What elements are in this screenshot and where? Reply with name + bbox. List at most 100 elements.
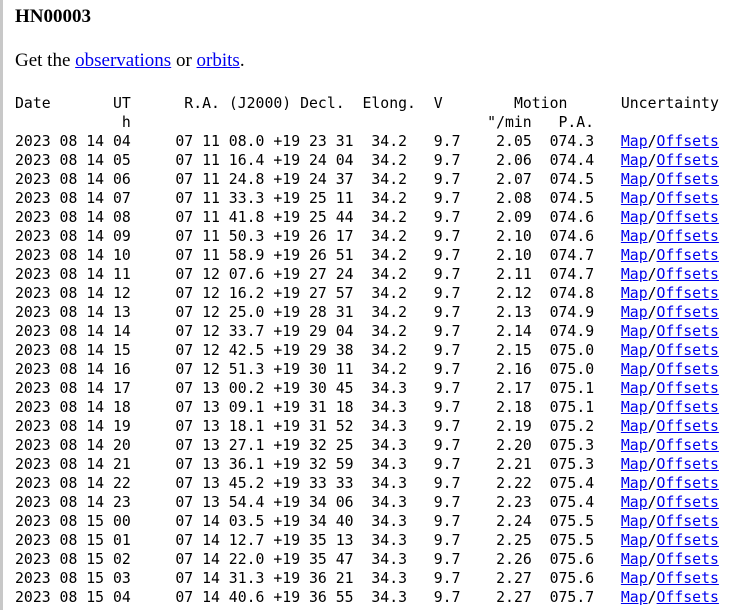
- map-link[interactable]: Map: [620, 551, 648, 568]
- ra: 07 12 42.5: [175, 342, 265, 359]
- link-separator: /: [647, 456, 657, 473]
- table-row: 2023 08 14 11 07 12 07.6 +19 27 24 34.2 …: [15, 265, 719, 284]
- map-link[interactable]: Map: [620, 342, 648, 359]
- date-ut: 2023 08 14 11: [15, 266, 131, 283]
- motion-rate: 2.11: [496, 266, 532, 283]
- magnitude-v: 9.7: [433, 589, 461, 606]
- decl: +19 32 59: [273, 456, 354, 473]
- map-link[interactable]: Map: [620, 361, 648, 378]
- map-link[interactable]: Map: [620, 133, 648, 150]
- offsets-link[interactable]: Offsets: [656, 285, 719, 302]
- map-link[interactable]: Map: [620, 304, 648, 321]
- table-row: 2023 08 14 04 07 11 08.0 +19 23 31 34.2 …: [15, 132, 719, 151]
- decl: +19 28 31: [273, 304, 354, 321]
- magnitude-v: 9.7: [433, 380, 461, 397]
- date-ut: 2023 08 15 00: [15, 513, 131, 530]
- offsets-link[interactable]: Offsets: [656, 551, 719, 568]
- motion-rate: 2.05: [496, 133, 532, 150]
- map-link[interactable]: Map: [620, 513, 648, 530]
- magnitude-v: 9.7: [433, 247, 461, 264]
- table-row: 2023 08 15 00 07 14 03.5 +19 34 40 34.3 …: [15, 512, 719, 531]
- ra: 07 11 24.8: [175, 171, 265, 188]
- link-separator: /: [647, 323, 657, 340]
- offsets-link[interactable]: Offsets: [656, 494, 719, 511]
- header-ut: UT: [113, 95, 131, 112]
- map-link[interactable]: Map: [620, 494, 648, 511]
- date-ut: 2023 08 14 10: [15, 247, 131, 264]
- offsets-link[interactable]: Offsets: [656, 380, 719, 397]
- offsets-link[interactable]: Offsets: [656, 418, 719, 435]
- map-link[interactable]: Map: [620, 209, 648, 226]
- motion-rate: 2.19: [496, 418, 532, 435]
- map-link[interactable]: Map: [620, 399, 648, 416]
- orbits-link[interactable]: orbits: [196, 50, 240, 71]
- scrollbar-edge: [0, 0, 3, 610]
- map-link[interactable]: Map: [620, 437, 648, 454]
- magnitude-v: 9.7: [433, 456, 461, 473]
- decl: +19 31 18: [273, 399, 354, 416]
- map-link[interactable]: Map: [620, 418, 648, 435]
- map-link[interactable]: Map: [620, 475, 648, 492]
- offsets-link[interactable]: Offsets: [656, 247, 719, 264]
- offsets-link[interactable]: Offsets: [656, 342, 719, 359]
- map-link[interactable]: Map: [620, 152, 648, 169]
- link-separator: /: [647, 228, 657, 245]
- ra: 07 13 27.1: [175, 437, 265, 454]
- motion-rate: 2.21: [496, 456, 532, 473]
- map-link[interactable]: Map: [620, 380, 648, 397]
- motion-rate: 2.17: [496, 380, 532, 397]
- map-link[interactable]: Map: [620, 247, 648, 264]
- map-link[interactable]: Map: [620, 190, 648, 207]
- offsets-link[interactable]: Offsets: [656, 456, 719, 473]
- offsets-link[interactable]: Offsets: [656, 171, 719, 188]
- map-link[interactable]: Map: [620, 171, 648, 188]
- map-link[interactable]: Map: [620, 570, 648, 587]
- table-row: 2023 08 15 01 07 14 12.7 +19 35 13 34.3 …: [15, 531, 719, 550]
- magnitude-v: 9.7: [433, 494, 461, 511]
- elongation: 34.3: [371, 494, 408, 511]
- map-link[interactable]: Map: [620, 532, 648, 549]
- offsets-link[interactable]: Offsets: [656, 266, 719, 283]
- offsets-link[interactable]: Offsets: [656, 361, 719, 378]
- offsets-link[interactable]: Offsets: [656, 323, 719, 340]
- page-title: HN00003: [15, 6, 91, 27]
- elongation: 34.3: [371, 380, 408, 397]
- offsets-link[interactable]: Offsets: [656, 437, 719, 454]
- magnitude-v: 9.7: [433, 361, 461, 378]
- intro-prefix: Get the: [15, 50, 76, 71]
- position-angle: 075.6: [549, 551, 595, 568]
- offsets-link[interactable]: Offsets: [656, 589, 719, 606]
- map-link[interactable]: Map: [620, 285, 648, 302]
- map-link[interactable]: Map: [620, 456, 648, 473]
- link-separator: /: [647, 513, 657, 530]
- date-ut: 2023 08 14 23: [15, 494, 131, 511]
- magnitude-v: 9.7: [433, 570, 461, 587]
- offsets-link[interactable]: Offsets: [656, 513, 719, 530]
- offsets-link[interactable]: Offsets: [656, 228, 719, 245]
- offsets-link[interactable]: Offsets: [656, 304, 719, 321]
- map-link[interactable]: Map: [620, 228, 648, 245]
- link-separator: /: [647, 437, 657, 454]
- offsets-link[interactable]: Offsets: [656, 133, 719, 150]
- elongation: 34.2: [371, 247, 408, 264]
- ra: 07 14 40.6: [175, 589, 265, 606]
- table-row: 2023 08 14 22 07 13 45.2 +19 33 33 34.3 …: [15, 474, 719, 493]
- link-separator: /: [647, 190, 657, 207]
- offsets-link[interactable]: Offsets: [656, 532, 719, 549]
- table-row: 2023 08 14 15 07 12 42.5 +19 29 38 34.2 …: [15, 341, 719, 360]
- magnitude-v: 9.7: [433, 190, 461, 207]
- map-link[interactable]: Map: [620, 589, 648, 606]
- position-angle: 075.3: [549, 437, 595, 454]
- link-separator: /: [647, 209, 657, 226]
- offsets-link[interactable]: Offsets: [656, 190, 719, 207]
- table-row: 2023 08 15 03 07 14 31.3 +19 36 21 34.3 …: [15, 569, 719, 588]
- offsets-link[interactable]: Offsets: [656, 570, 719, 587]
- decl: +19 29 38: [273, 342, 354, 359]
- offsets-link[interactable]: Offsets: [656, 475, 719, 492]
- offsets-link[interactable]: Offsets: [656, 209, 719, 226]
- offsets-link[interactable]: Offsets: [656, 152, 719, 169]
- observations-link[interactable]: observations: [75, 50, 172, 71]
- map-link[interactable]: Map: [620, 266, 648, 283]
- offsets-link[interactable]: Offsets: [656, 399, 719, 416]
- map-link[interactable]: Map: [620, 323, 648, 340]
